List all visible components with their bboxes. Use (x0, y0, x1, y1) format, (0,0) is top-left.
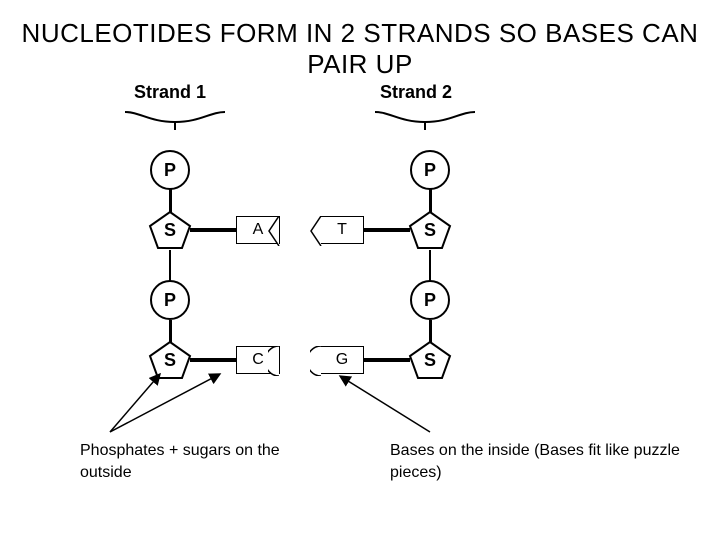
connector (364, 228, 410, 232)
strand-2-label: Strand 2 (380, 82, 452, 103)
phosphate-node: P (150, 150, 190, 190)
connector (169, 320, 172, 342)
phosphate-node: P (410, 150, 450, 190)
base-label: A (253, 221, 264, 239)
connector (190, 228, 236, 232)
annotation-left: Phosphates + sugars on the outside (80, 440, 280, 483)
notch-in-icon (268, 216, 280, 246)
node-label: S (424, 220, 436, 241)
node-label: S (164, 350, 176, 371)
base-label: G (336, 351, 348, 369)
connector (429, 250, 431, 282)
connector (190, 358, 236, 362)
connector (364, 358, 410, 362)
node-label: P (424, 160, 436, 181)
connector (169, 250, 171, 282)
notch-round-out-icon (310, 346, 322, 376)
node-label: P (164, 160, 176, 181)
connector (169, 188, 172, 212)
brace-left-icon (120, 106, 230, 134)
brace-right-icon (370, 106, 480, 134)
base-C: C (236, 346, 280, 374)
arrow-left-icon (80, 370, 240, 440)
notch-out-icon (310, 216, 322, 246)
dna-strands-diagram: Strand 1 Strand 2 P S P S P S P S (120, 100, 550, 420)
node-label: P (164, 290, 176, 311)
annotation-right: Bases on the inside (Bases fit like puzz… (390, 440, 690, 483)
sugar-node: S (408, 210, 452, 250)
phosphate-node: P (150, 280, 190, 320)
notch-round-in-icon (268, 346, 280, 376)
sugar-node: S (148, 210, 192, 250)
connector (429, 320, 432, 342)
node-label: P (424, 290, 436, 311)
connector (429, 188, 432, 212)
node-label: S (164, 220, 176, 241)
base-T: T (320, 216, 364, 244)
base-label: C (252, 351, 264, 369)
node-label: S (424, 350, 436, 371)
phosphate-node: P (410, 280, 450, 320)
arrow-right-icon (330, 370, 490, 440)
base-A: A (236, 216, 280, 244)
page-title: NUCLEOTIDES FORM IN 2 STRANDS SO BASES C… (0, 18, 720, 80)
strand-1-label: Strand 1 (134, 82, 206, 103)
base-label: T (337, 221, 347, 239)
